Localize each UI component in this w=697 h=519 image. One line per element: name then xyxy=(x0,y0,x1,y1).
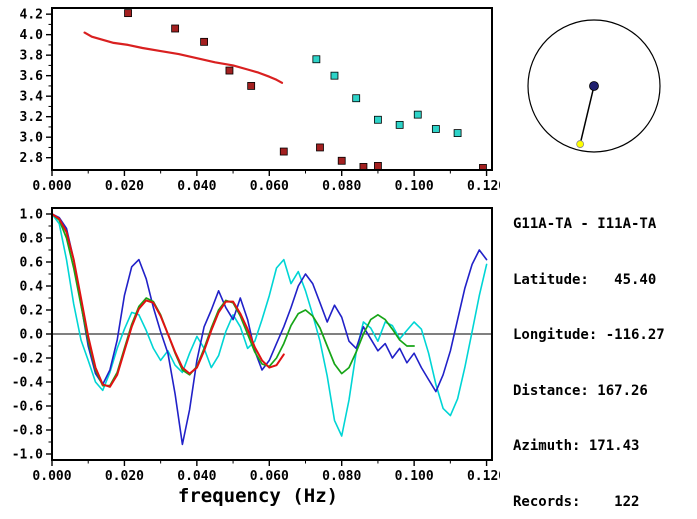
x-tick-label: 0.000 xyxy=(32,469,71,484)
data-point-marker xyxy=(312,55,321,64)
longitude-line: Longitude: -116.27 xyxy=(513,327,665,343)
y-tick-label: 4.0 xyxy=(20,28,44,43)
latitude-line: Latitude: 45.40 xyxy=(513,271,657,288)
x-tick-label: 0.100 xyxy=(395,469,434,484)
series-correlation-blue xyxy=(52,213,488,446)
y-tick-label: 3.6 xyxy=(20,69,44,84)
data-point-marker xyxy=(374,161,382,170)
y-tick-label: 4.2 xyxy=(20,8,43,23)
y-tick-label: -0.2 xyxy=(12,352,43,367)
data-point-marker xyxy=(225,66,234,75)
x-axis-title: frequency (Hz) xyxy=(178,485,338,507)
y-tick-label: -1.0 xyxy=(12,448,43,463)
map-boundary-circle xyxy=(527,19,661,153)
y-tick-label: 3.2 xyxy=(20,110,43,125)
data-point-marker xyxy=(352,94,361,103)
x-tick-label: 0.080 xyxy=(322,179,361,194)
y-tick-label: 3.0 xyxy=(20,131,44,146)
series-picks-cyan xyxy=(312,55,462,137)
y-tick-label: 3.4 xyxy=(20,90,44,105)
azimuth-line: Azimuth: 171.43 xyxy=(513,438,640,454)
remote-station-dot xyxy=(576,140,585,148)
y-tick-label: 0.0 xyxy=(20,328,44,343)
series-bessel-fit-green xyxy=(52,213,415,387)
y-tick-label: 2.8 xyxy=(20,151,44,166)
y-tick-label: -0.6 xyxy=(12,400,43,415)
x-tick-label: 0.020 xyxy=(105,469,144,484)
records-line: Records: 122 xyxy=(513,493,640,510)
distance-line: Distance: 167.26 xyxy=(513,382,648,399)
y-tick-label: 3.8 xyxy=(20,49,44,64)
series-dispersion-fit-curve xyxy=(83,31,284,84)
station-azimuth-map xyxy=(527,19,661,153)
data-point-marker xyxy=(479,164,487,170)
x-tick-label: 0.100 xyxy=(395,179,434,194)
y-tick-label: -0.4 xyxy=(12,376,43,391)
data-point-marker xyxy=(359,163,368,170)
data-point-marker xyxy=(374,115,382,124)
plot-frame xyxy=(51,7,493,171)
data-point-marker xyxy=(330,71,339,80)
series-bessel-fit-red xyxy=(52,213,285,388)
data-point-marker xyxy=(171,24,180,33)
data-point-marker xyxy=(413,110,422,119)
x-tick-label: 0.040 xyxy=(177,469,216,484)
data-point-marker xyxy=(200,37,208,46)
y-tick-label: 0.2 xyxy=(20,304,43,319)
plot-area xyxy=(52,213,492,446)
station-pair-label: G11A-TA - I11A-TA xyxy=(513,216,657,232)
interstation-path-line xyxy=(579,85,595,145)
data-point-marker xyxy=(316,143,324,152)
data-point-marker xyxy=(395,120,404,129)
x-tick-label: 0.120 xyxy=(467,179,500,194)
x-tick-label: 0.020 xyxy=(105,179,144,194)
y-tick-label: 0.8 xyxy=(20,232,44,247)
x-tick-label: 0.060 xyxy=(250,179,289,194)
data-point-marker xyxy=(124,9,132,18)
plot-area xyxy=(83,9,487,170)
y-tick-label: 0.4 xyxy=(20,280,44,295)
x-tick-label: 0.000 xyxy=(32,179,71,194)
x-tick-label: 0.040 xyxy=(177,179,216,194)
series-picks-dark-red xyxy=(124,9,487,170)
x-tick-label: 0.080 xyxy=(322,469,361,484)
station-info-block: G11A-TA - I11A-TA Latitude: 45.40 Longit… xyxy=(513,178,665,519)
y-tick-label: 0.6 xyxy=(20,256,44,271)
data-point-marker xyxy=(453,129,462,137)
data-point-marker xyxy=(337,156,346,165)
x-tick-label: 0.060 xyxy=(250,469,289,484)
correlation-chart: 0.000 0.020 0.040 0.060 0.080 0.100 0.120 -1.0 -… xyxy=(12,207,500,507)
y-tick-label: -0.8 xyxy=(12,424,43,439)
x-tick-label: 0.120 xyxy=(467,469,500,484)
series-correlation-cyan xyxy=(52,213,488,437)
data-point-marker xyxy=(431,125,440,133)
dispersion-chart: 0.000 0.020 0.040 0.060 0.080 0.100 0.120 2.8 3.… xyxy=(20,7,500,194)
data-point-marker xyxy=(279,147,288,156)
data-point-marker xyxy=(247,82,256,90)
center-station-dot xyxy=(589,81,599,91)
y-tick-label: 1.0 xyxy=(20,208,44,223)
